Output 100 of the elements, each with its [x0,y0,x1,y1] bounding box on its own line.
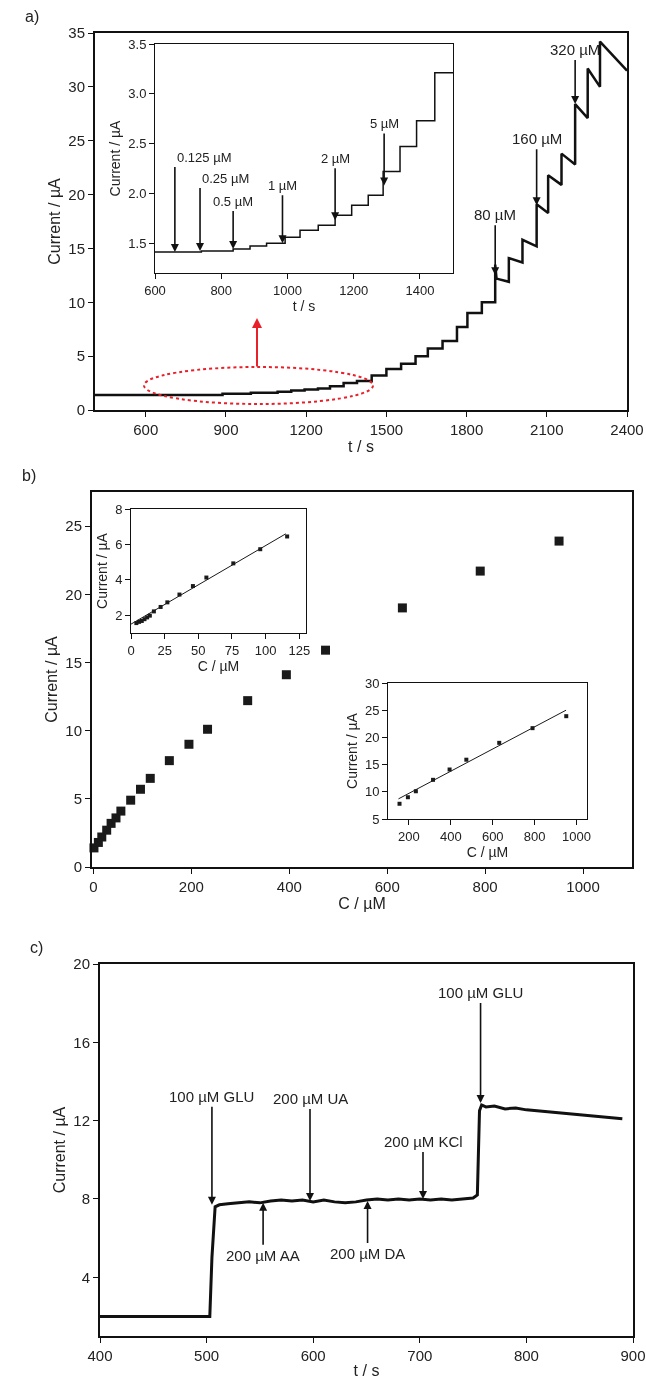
point [184,739,194,749]
point [397,603,407,613]
y-tick-label: 20 [364,729,380,745]
point [126,795,136,805]
y-tick-label: 0 [73,858,82,876]
y-tick-label: 25 [65,517,82,535]
x-tick-label: 900 [620,1347,646,1364]
x-tick-label: 50 [191,642,206,658]
point [321,645,331,655]
x-tick-label: 700 [407,1347,433,1364]
annotation: 200 µM UA [273,1090,349,1107]
annotation: 80 µM [474,206,516,223]
x-axis-title: C / µM [466,843,509,860]
annotation: 200 µM KCl [384,1133,463,1150]
annotation: 0.125 µM [177,150,232,165]
y-axis-title: Current / µA [343,712,360,789]
x-tick-label: 200 [398,828,420,844]
y-tick-label: 35 [68,24,85,42]
annotation: 0.5 µM [213,194,254,209]
point [203,724,213,734]
y-axis-title: Current / µA [106,119,123,197]
annotation: 200 µM DA [330,1245,406,1262]
x-tick-label: 2400 [610,421,644,438]
point [397,801,402,806]
annotation: 200 µM AA [226,1247,300,1264]
y-tick-label: 10 [364,784,380,800]
y-axis-title: Current / µA [93,532,110,609]
y-tick-label: 25 [68,131,85,149]
y-tick-label: 30 [364,675,380,691]
x-axis-title: t / s [353,1362,380,1380]
annotation: 5 µM [370,116,400,131]
x-tick-label: 600 [133,421,159,438]
x-tick-label: 500 [194,1347,220,1364]
y-tick-label: 15 [68,239,85,257]
y-tick-label: 8 [115,501,123,517]
x-tick-label: 100 [254,642,277,658]
y-tick-label: 30 [68,78,85,96]
x-tick-label: 800 [523,828,546,844]
y-tick-label: 10 [68,293,85,311]
point [405,795,410,800]
point [102,825,112,835]
point [554,536,564,546]
x-tick-label: 75 [224,642,240,658]
y-tick-label: 20 [65,585,82,603]
y-tick-label: 3.5 [128,36,147,52]
x-tick-label: 600 [374,878,400,895]
point [281,670,291,680]
x-tick-label: 800 [513,1347,539,1364]
annotation: 0.25 µM [202,171,250,186]
y-tick-label: 0 [76,401,85,419]
point [285,534,290,539]
y-axis-title: Current / µA [50,1106,68,1194]
y-tick-label: 6 [115,536,123,552]
x-tick-label: 1400 [405,282,435,298]
point [564,714,569,719]
y-tick-label: 15 [364,757,380,773]
x-axis-title: C / µM [197,657,240,674]
y-tick-label: 5 [76,347,85,365]
x-tick-label: 400 [439,828,462,844]
annotation: 100 µM GLU [169,1088,255,1105]
y-tick-label: 20 [68,185,85,203]
y-tick-label: 25 [364,702,380,718]
x-tick-label: 1000 [562,828,591,844]
x-tick-label: 1500 [369,421,404,438]
x-tick-label: 25 [157,642,172,658]
x-tick-label: 400 [276,878,302,895]
annotation: 160 µM [512,130,563,147]
annotation: 100 µM GLU [438,984,524,1001]
y-tick-label: 5 [73,790,82,808]
y-tick-label: 15 [65,653,82,671]
x-tick-label: 600 [481,828,504,844]
y-tick-label: 4 [81,1268,90,1286]
point [135,784,145,794]
chart-title: b) [22,467,37,484]
x-tick-label: 900 [213,421,239,438]
y-tick-label: 12 [73,1111,90,1129]
point [164,756,174,766]
x-tick-label: 1200 [339,282,369,298]
y-tick-label: 8 [81,1190,90,1208]
x-tick-label: 1000 [272,282,302,298]
point [97,832,107,842]
y-tick-label: 4 [115,572,123,588]
point [497,740,502,745]
x-tick-label: 600 [300,1347,326,1364]
point [243,696,253,706]
x-axis-title: t / s [348,438,374,455]
x-tick-label: 200 [178,878,204,895]
annotation: 2 µM [321,151,351,166]
chart-title: a) [25,8,40,25]
point [145,773,155,783]
x-tick-label: 125 [288,642,311,658]
y-tick-label: 20 [73,955,90,973]
x-tick-label: 600 [144,282,166,298]
y-tick-label: 2 [115,607,123,623]
y-tick-label: 2.5 [128,136,147,152]
x-tick-label: 2100 [530,421,564,438]
point [464,757,469,762]
y-tick-label: 1.5 [128,235,147,251]
y-tick-label: 10 [65,721,82,739]
point [475,566,485,576]
